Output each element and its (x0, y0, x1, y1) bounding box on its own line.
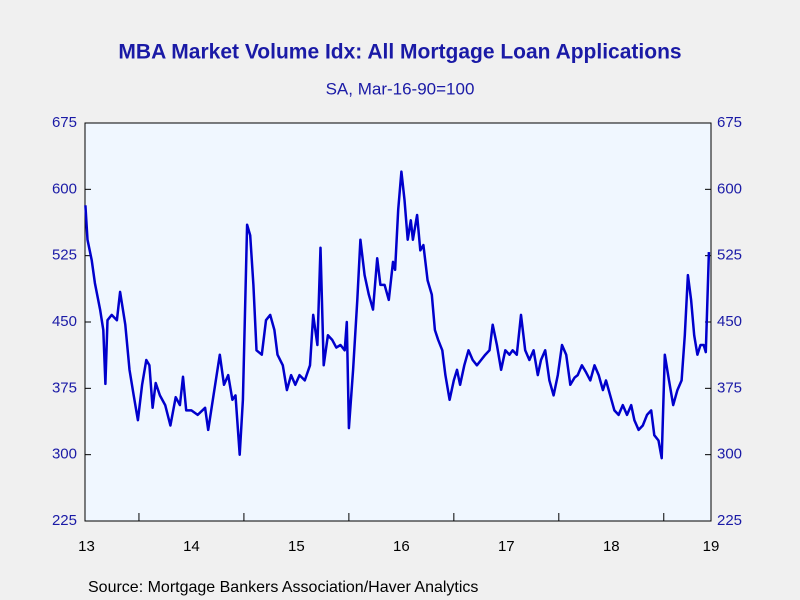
y-tick-label: 450 (52, 313, 77, 330)
y-tick-label: 600 (52, 180, 77, 197)
y2-tick-label: 375 (717, 379, 742, 396)
y-tick-label: 300 (52, 446, 77, 463)
chart-title: MBA Market Volume Idx: All Mortgage Loan… (118, 41, 681, 64)
y-tick-label: 225 (52, 512, 77, 529)
y-tick-label: 375 (52, 379, 77, 396)
x-tick-label: 17 (498, 538, 515, 555)
y-tick-label: 675 (52, 114, 77, 131)
y2-tick-label: 225 (717, 512, 742, 529)
y2-tick-label: 300 (717, 446, 742, 463)
x-tick-label: 15 (288, 538, 305, 555)
x-tick-label: 13 (78, 538, 95, 555)
source-note: Source: Mortgage Bankers Association/Hav… (88, 579, 478, 596)
data-line (84, 170, 711, 460)
x-tick-label: 14 (183, 538, 200, 555)
x-tick-label: 16 (393, 538, 410, 555)
plot-area (84, 122, 712, 522)
y-tick-label: 525 (52, 247, 77, 264)
y2-tick-label: 675 (717, 114, 742, 131)
chart-subtitle: SA, Mar-16-90=100 (326, 79, 475, 98)
x-tick-label: 18 (603, 538, 620, 555)
y2-tick-label: 600 (717, 180, 742, 197)
y2-tick-label: 450 (717, 313, 742, 330)
y2-tick-label: 525 (717, 247, 742, 264)
x-tick-label: 19 (703, 538, 720, 555)
